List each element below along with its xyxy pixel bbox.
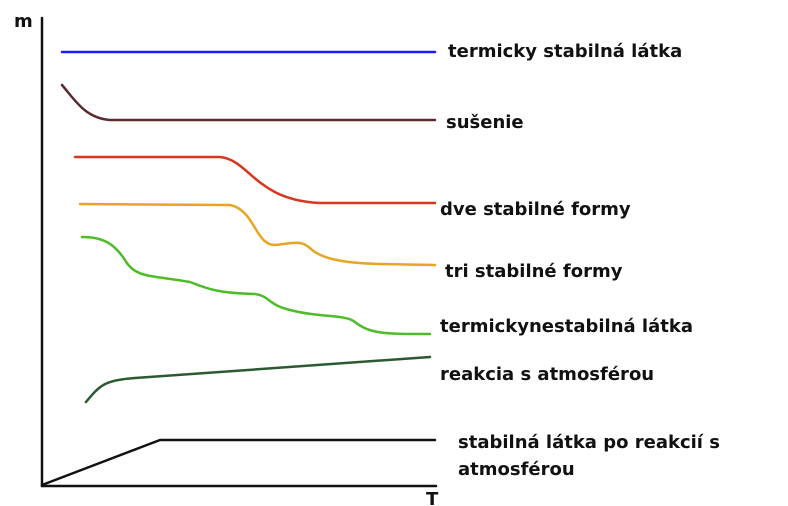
curve-label: termickynestabilná látka — [440, 316, 693, 337]
curve-label: dve stabilné formy — [440, 199, 631, 220]
curve-reaction — [84, 355, 432, 404]
curve-stable-after-reaction — [40, 438, 437, 487]
curve-label: sušenie — [446, 112, 524, 133]
curve-label: atmosférou — [458, 459, 575, 480]
curve-three-forms — [78, 202, 437, 267]
curve-drying — [60, 83, 437, 122]
curve-label: termicky stabilná látka — [448, 41, 682, 62]
y-axis-label: m — [14, 11, 33, 32]
curve-two-forms — [73, 155, 437, 205]
curve-label: reakcia s atmosférou — [440, 364, 654, 385]
x-axis-label: T — [426, 489, 439, 506]
curve-label: tri stabilné formy — [445, 261, 623, 282]
curve-label: stabilná látka po reakcií s — [458, 432, 720, 453]
curve-unstable — [80, 235, 432, 336]
